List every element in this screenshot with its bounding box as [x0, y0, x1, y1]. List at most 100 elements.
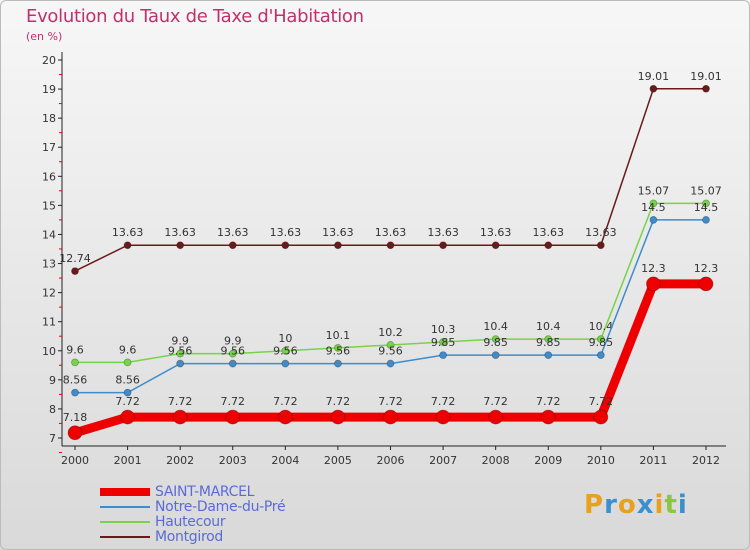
data-point [228, 349, 237, 358]
logo-letter: r [604, 490, 618, 520]
data-point [176, 359, 185, 368]
data-point [386, 341, 395, 349]
x-tick-label: 2009 [534, 454, 562, 467]
data-point [596, 241, 605, 250]
legend-item-hautecour: Hautecour [100, 514, 285, 530]
data-label: 9.85 [589, 336, 614, 349]
legend-label: Montgirod [155, 528, 223, 545]
data-point [277, 409, 293, 425]
data-label: 15.07 [638, 184, 670, 197]
data-point [698, 276, 714, 292]
x-tick-label: 2004 [271, 454, 299, 467]
data-label: 7.72 [221, 395, 246, 408]
logo-letter: i [654, 490, 665, 520]
data-label: 9.6 [119, 343, 137, 356]
data-point [386, 359, 395, 368]
data-label: 10.4 [483, 320, 508, 333]
x-tick-label: 2005 [324, 454, 352, 467]
data-point [702, 216, 710, 224]
data-label: 9.6 [66, 343, 84, 356]
data-label: 9.85 [483, 336, 508, 349]
data-point [71, 388, 79, 397]
chart-title: Evolution du Taux de Taxe d'Habitation [26, 6, 364, 27]
data-label: 10.4 [589, 320, 614, 333]
y-tick-label: 17 [42, 141, 56, 154]
data-point [649, 84, 658, 93]
proxiti-logo: Proxiti [584, 490, 688, 520]
data-label: 19.01 [690, 70, 722, 83]
data-label: 12.74 [59, 252, 91, 265]
data-point [383, 409, 398, 425]
data-label: 7.72 [168, 395, 193, 408]
data-point [439, 338, 447, 346]
data-label: 13.63 [585, 226, 617, 239]
data-label: 7.72 [378, 395, 403, 408]
data-point [281, 359, 290, 368]
legend-item-notre-dame-du-pre: Notre-Dame-du-Pré [100, 498, 286, 515]
x-tick-label: 2012 [692, 454, 720, 467]
data-point [544, 241, 553, 250]
data-point [544, 335, 553, 344]
logo-letter: o [617, 490, 637, 520]
x-tick-label: 2000 [61, 454, 89, 467]
data-label: 13.63 [375, 226, 407, 239]
data-point [491, 335, 500, 344]
data-label: 7.72 [273, 395, 298, 408]
data-point [281, 241, 290, 250]
data-point [120, 409, 135, 425]
data-point [334, 241, 342, 250]
data-label: 10 [278, 332, 292, 345]
logo-letter: t [664, 490, 678, 520]
legend-swatch [100, 520, 150, 523]
data-label: 10.4 [536, 320, 561, 333]
y-tick-label: 8 [49, 403, 56, 416]
data-point [596, 335, 605, 344]
y-tick-label: 12 [42, 287, 56, 300]
data-label: 8.56 [63, 374, 88, 387]
data-point [702, 199, 710, 208]
data-label: 8.56 [115, 374, 140, 387]
data-label: 15.07 [690, 184, 722, 197]
y-tick-label: 20 [42, 54, 56, 67]
data-label: 9.85 [431, 336, 456, 349]
data-point [228, 241, 237, 250]
data-point [71, 267, 79, 275]
data-label: 14.5 [641, 201, 666, 214]
data-point [491, 351, 500, 360]
data-label: 13.63 [270, 226, 302, 239]
x-tick-label: 2008 [482, 454, 510, 467]
x-tick-label: 2001 [114, 454, 142, 467]
legend-swatch [100, 505, 150, 508]
data-label: 7.72 [483, 395, 508, 408]
data-point [593, 409, 609, 425]
data-label: 7.18 [63, 411, 88, 424]
data-point [225, 409, 241, 425]
data-point [123, 358, 132, 367]
data-label: 9.56 [168, 345, 193, 358]
y-tick-label: 18 [42, 112, 56, 125]
data-label: 9.56 [326, 345, 351, 358]
data-point [439, 351, 447, 360]
data-label: 19.01 [638, 70, 670, 83]
x-tick-label: 2011 [639, 454, 667, 467]
data-label: 10.1 [326, 329, 351, 342]
data-label: 9.56 [221, 345, 246, 358]
y-tick-label: 13 [42, 258, 56, 271]
y-tick-label: 7 [49, 432, 56, 445]
data-label: 9.9 [171, 335, 189, 348]
data-point [649, 199, 658, 208]
data-point [281, 346, 290, 355]
data-label: 13.63 [533, 226, 565, 239]
data-point [435, 409, 451, 425]
data-point [596, 351, 605, 360]
y-tick-label: 15 [42, 199, 56, 212]
data-label: 13.63 [322, 226, 354, 239]
y-tick-label: 10 [42, 345, 56, 358]
legend-item-saint-marcel: SAINT-MARCEL [100, 483, 285, 500]
legend-swatch [100, 487, 150, 496]
legend-swatch [100, 535, 150, 538]
legend-label: Notre-Dame-du-Pré [155, 498, 286, 515]
legend-label: SAINT-MARCEL [155, 483, 255, 500]
data-label: 13.63 [112, 226, 144, 239]
